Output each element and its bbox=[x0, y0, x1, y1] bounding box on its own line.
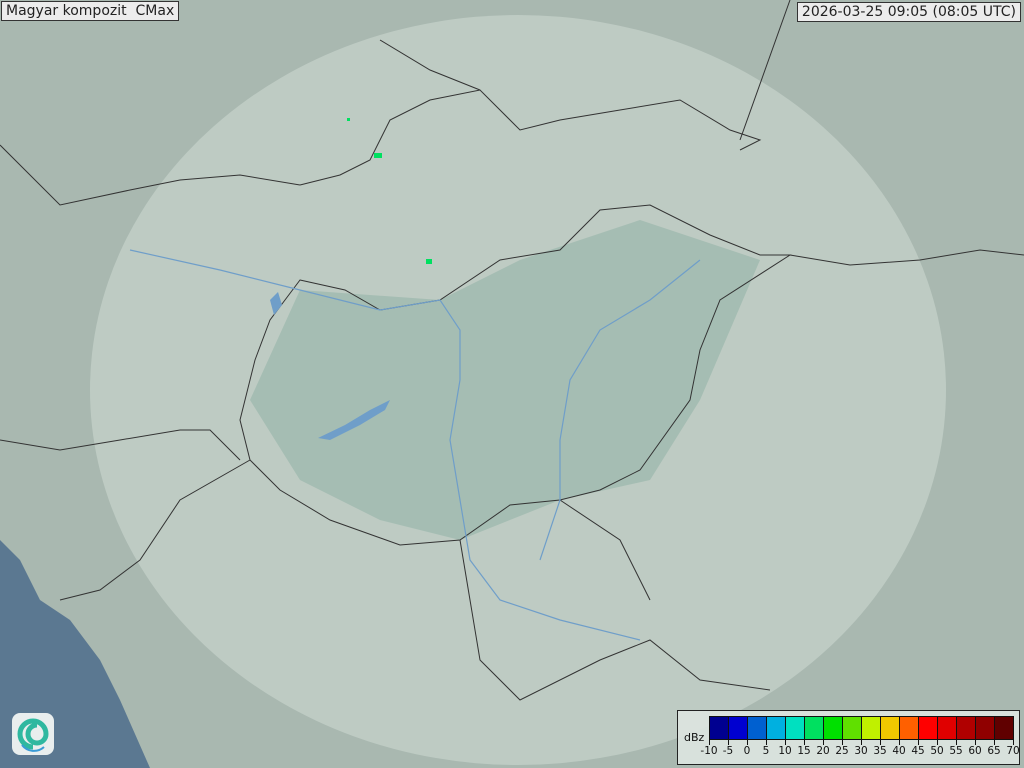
legend-tick-label: 20 bbox=[816, 745, 830, 757]
legend-ticks: -10 -5 0 5 10 15 20 25 30 35 40 45 50 55 60 65 70 bbox=[700, 739, 1020, 763]
legend-tick-label: 50 bbox=[930, 745, 944, 757]
legend-tick-mark bbox=[861, 739, 862, 745]
legend-swatches bbox=[709, 716, 1014, 740]
map-title: Magyar kompozit CMax bbox=[1, 1, 180, 21]
legend-swatch bbox=[805, 717, 824, 739]
legend-tick-label: 35 bbox=[873, 745, 887, 757]
country-border-slovakia bbox=[299, 89, 762, 186]
color-legend: dBz -10 -5 0 5 10 15 20 25 30 35 40 45 50 55 60 65 70 bbox=[677, 710, 1020, 765]
legend-tick-mark bbox=[994, 739, 995, 745]
legend-swatch bbox=[729, 717, 748, 739]
legend-tick-label: 45 bbox=[911, 745, 925, 757]
swirl-logo-icon[interactable] bbox=[12, 713, 54, 755]
legend-swatch bbox=[938, 717, 957, 739]
legend-tick-label: 60 bbox=[968, 745, 982, 757]
legend-tick-mark bbox=[956, 739, 957, 745]
radar-echo bbox=[426, 259, 432, 264]
legend-swatch bbox=[957, 717, 976, 739]
river-danube bbox=[129, 249, 641, 641]
legend-swatch bbox=[976, 717, 995, 739]
legend-tick-mark bbox=[823, 739, 824, 745]
legend-tick-label: 55 bbox=[949, 745, 963, 757]
timestamp: 2026-03-25 09:05 (08:05 UTC) bbox=[796, 2, 1021, 22]
legend-swatch bbox=[748, 717, 767, 739]
legend-tick-mark bbox=[937, 739, 938, 745]
legend-swatch bbox=[767, 717, 786, 739]
legend-tick-mark bbox=[918, 739, 919, 745]
legend-tick-label: 70 bbox=[1006, 745, 1020, 757]
legend-swatch bbox=[995, 717, 1013, 739]
legend-tick-label: 15 bbox=[797, 745, 811, 757]
legend-unit: dBz bbox=[684, 731, 705, 744]
legend-tick-mark bbox=[766, 739, 767, 745]
country-border-north bbox=[0, 0, 791, 206]
legend-swatch bbox=[710, 717, 729, 739]
radar-echo bbox=[347, 118, 350, 121]
river-tisza bbox=[539, 259, 701, 561]
legend-tick-mark bbox=[747, 739, 748, 745]
country-border-hungary bbox=[239, 204, 792, 546]
legend-tick-mark bbox=[899, 739, 900, 745]
legend-tick-mark bbox=[1013, 739, 1014, 745]
legend-tick-label: 10 bbox=[778, 745, 792, 757]
country-border-south bbox=[0, 429, 771, 701]
legend-tick-mark bbox=[804, 739, 805, 745]
legend-tick-mark bbox=[785, 739, 786, 745]
legend-tick-label: 65 bbox=[987, 745, 1001, 757]
legend-swatch bbox=[843, 717, 862, 739]
legend-swatch bbox=[881, 717, 900, 739]
legend-tick-mark bbox=[728, 739, 729, 745]
legend-tick-label: 0 bbox=[743, 745, 751, 757]
legend-tick-label: -5 bbox=[722, 745, 734, 757]
legend-swatch bbox=[786, 717, 805, 739]
legend-tick-mark bbox=[975, 739, 976, 745]
legend-swatch bbox=[900, 717, 919, 739]
legend-tick-mark bbox=[880, 739, 881, 745]
country-border-romania bbox=[789, 249, 1024, 266]
legend-tick-label: 25 bbox=[835, 745, 849, 757]
legend-swatch bbox=[919, 717, 938, 739]
legend-tick-mark bbox=[842, 739, 843, 745]
legend-swatch bbox=[862, 717, 881, 739]
legend-tick-label: 30 bbox=[854, 745, 868, 757]
legend-tick-label: -10 bbox=[700, 745, 718, 757]
lake-balaton bbox=[318, 400, 390, 440]
legend-swatch bbox=[824, 717, 843, 739]
radar-echo bbox=[374, 153, 382, 158]
hungary-lowland bbox=[250, 220, 760, 540]
lake-neusiedl bbox=[270, 292, 282, 315]
adriatic-sea bbox=[0, 540, 150, 768]
legend-tick-label: 40 bbox=[892, 745, 906, 757]
legend-tick-label: 5 bbox=[762, 745, 770, 757]
legend-tick-mark bbox=[709, 739, 710, 745]
